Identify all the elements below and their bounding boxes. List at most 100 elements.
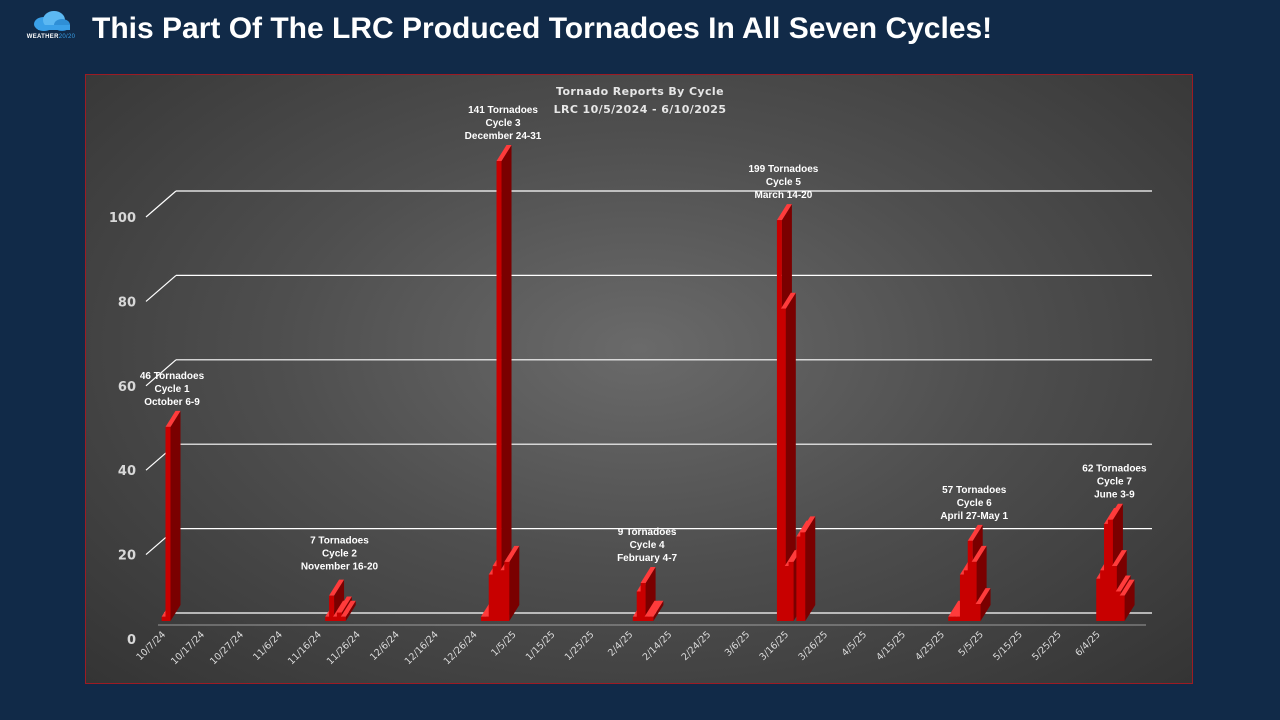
bar-front	[1111, 566, 1117, 621]
annotation-line: Cycle 3	[486, 118, 521, 129]
annotation-line: Cycle 1	[154, 384, 189, 395]
bar-side	[653, 600, 664, 621]
bar-front	[784, 566, 790, 621]
x-tick-label: 11/16/24	[286, 629, 324, 667]
annotation-cycle-5: 199 Tornadoes Cycle 5 March 14-20	[748, 164, 818, 201]
bar-24	[800, 516, 816, 621]
bar-front	[636, 591, 642, 621]
annotation-line: Cycle 7	[1097, 477, 1132, 488]
annotation-line: Cycle 2	[322, 548, 357, 559]
bar-front	[484, 616, 490, 621]
gridlines	[145, 190, 1152, 626]
tornado-bar-chart: Tornado Reports By Cycle LRC 10/5/2024 -…	[109, 85, 1152, 667]
bar-front	[340, 616, 346, 621]
bars	[161, 145, 1135, 621]
bar-front	[1096, 578, 1102, 621]
annotation-line: 7 Tornadoes	[310, 535, 369, 546]
bar-18	[648, 600, 664, 621]
annotation-cycle-4: 9 Tornadoes Cycle 4 February 4-7	[617, 527, 677, 564]
bar-top	[948, 600, 964, 617]
annotation-cycle-7: 62 Tornadoes Cycle 7 June 3-9	[1082, 464, 1147, 501]
bar-top	[776, 204, 792, 221]
bar-front	[963, 570, 969, 621]
bar-front	[161, 616, 167, 621]
gridline-diagonal-100	[145, 190, 177, 218]
bar-front	[504, 561, 510, 621]
annotation-cycle-6: 57 Tornadoes Cycle 6 April 27-May 1	[940, 485, 1008, 522]
x-tick-label: 1/15/25	[524, 629, 558, 663]
bar-front	[648, 616, 654, 621]
annotation-line: 141 Tornadoes	[468, 105, 538, 116]
bar-front	[332, 616, 338, 621]
y-axis: 0 20 40 60 80 100	[109, 211, 136, 648]
x-tick-label: 2/4/25	[606, 629, 635, 658]
chart-panel: Tornado Reports By Cycle LRC 10/5/2024 -…	[85, 74, 1193, 684]
bar-side	[805, 516, 816, 621]
x-tick-label: 5/15/25	[991, 629, 1025, 663]
bar-side	[345, 600, 356, 621]
bar-front	[644, 616, 650, 621]
bar-top	[644, 600, 660, 617]
x-tick-label: 12/16/24	[403, 629, 441, 667]
bar-front	[1100, 570, 1106, 621]
x-tick-label: 4/5/25	[840, 629, 869, 658]
bar-top	[165, 410, 181, 427]
bar-top	[1119, 579, 1135, 596]
annotation-cycle-3: 141 Tornadoes Cycle 3 December 24-31	[465, 105, 542, 142]
gridline-diagonal-80	[145, 274, 177, 302]
x-tick-label: 3/6/25	[723, 629, 752, 658]
x-tick-label: 5/25/25	[1030, 629, 1064, 663]
bar-front	[500, 570, 506, 621]
x-tick-label: 3/26/25	[796, 629, 830, 663]
bar-front	[975, 604, 981, 621]
bar-front	[640, 583, 646, 621]
y-tick-label-20: 20	[118, 549, 136, 564]
bar-front	[956, 616, 962, 621]
bar-front	[948, 616, 954, 621]
x-tick-label: 1/25/25	[563, 629, 597, 663]
bar-front	[480, 616, 486, 621]
x-tick-label: 11/6/24	[251, 629, 285, 663]
bar-front	[796, 536, 802, 621]
bar-front	[632, 616, 638, 621]
x-tick-label: 3/16/25	[758, 629, 792, 663]
bar-front	[1104, 523, 1110, 621]
annotations: 46 Tornadoes Cycle 1 October 6-9 7 Tornadoe…	[140, 105, 1147, 572]
x-tick-label: 5/5/25	[957, 629, 986, 658]
y-tick-label-100: 100	[109, 211, 136, 226]
x-tick-label: 4/15/25	[874, 629, 908, 663]
x-tick-label: 10/7/24	[134, 629, 168, 663]
bar-front	[1115, 591, 1121, 621]
bar-front	[952, 616, 958, 621]
bar-top	[800, 516, 816, 533]
weather2020-logo: WEATHER20/20	[18, 8, 84, 44]
x-tick-label: 2/24/25	[680, 629, 714, 663]
gridline-diagonal-60	[145, 359, 177, 387]
x-tick-label: 10/17/24	[169, 629, 207, 667]
bar-top	[967, 524, 983, 541]
logo-wordmark: WEATHER20/20	[26, 34, 76, 40]
annotation-cycle-1: 46 Tornadoes Cycle 1 October 6-9	[140, 371, 205, 408]
bar-top	[329, 579, 345, 596]
bar-39	[1119, 579, 1135, 621]
x-tick-label: 12/6/24	[368, 629, 402, 663]
bar-6	[340, 600, 356, 621]
bar-front	[971, 561, 977, 621]
annotation-line: December 24-31	[465, 131, 542, 142]
y-tick-label-80: 80	[118, 295, 136, 310]
x-tick-label: 12/26/24	[442, 629, 480, 667]
bar-32	[975, 588, 991, 621]
y-tick-label-60: 60	[118, 380, 136, 395]
bar-top	[1107, 503, 1123, 520]
bar-top	[1115, 575, 1131, 592]
bar-11	[496, 145, 512, 621]
bar-top	[648, 600, 664, 617]
page-title: This Part Of The LRC Produced Tornadoes …	[92, 12, 993, 45]
annotation-line: 57 Tornadoes	[942, 485, 1007, 496]
bar-side	[501, 145, 512, 621]
bar-top	[496, 145, 512, 162]
annotation-line: October 6-9	[144, 397, 200, 408]
x-axis: 10/7/24 10/17/24 10/27/24 11/6/24 11/16/24 11…	[134, 629, 1102, 667]
bar-20	[780, 292, 796, 621]
x-tick-label: 2/14/25	[641, 629, 675, 663]
